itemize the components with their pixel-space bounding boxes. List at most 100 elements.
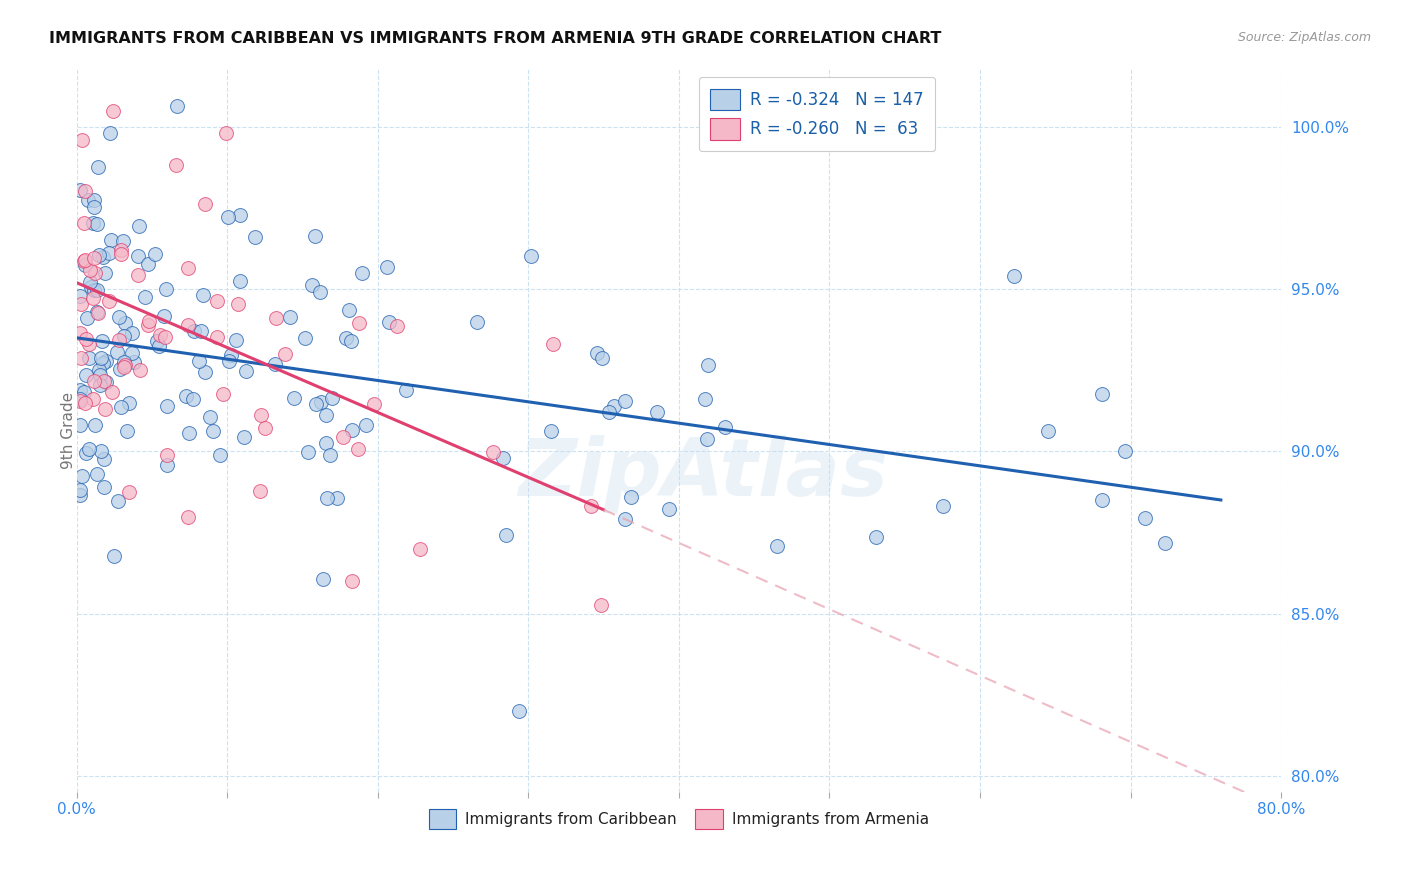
- Point: [209, 448, 232, 462]
- Point: [75, 332, 97, 346]
- Point: [177, 509, 200, 524]
- Point: [108, 333, 131, 347]
- Point: [69, 392, 91, 406]
- Point: [658, 501, 681, 516]
- Point: [591, 599, 613, 613]
- Point: [695, 392, 717, 406]
- Point: [219, 348, 242, 362]
- Point: [117, 424, 139, 438]
- Point: [89, 378, 111, 392]
- Point: [70, 133, 93, 147]
- Point: [395, 383, 418, 397]
- Point: [138, 313, 160, 327]
- Point: [375, 260, 398, 274]
- Point: [181, 392, 204, 406]
- Point: [297, 445, 319, 459]
- Point: [122, 355, 145, 369]
- Point: [79, 262, 101, 277]
- Point: [363, 397, 385, 411]
- Point: [145, 334, 167, 349]
- Text: ZipAtlas: ZipAtlas: [517, 434, 887, 513]
- Point: [319, 449, 342, 463]
- Point: [79, 351, 101, 365]
- Point: [112, 355, 135, 369]
- Point: [93, 402, 115, 417]
- Point: [94, 354, 117, 368]
- Point: [614, 394, 637, 409]
- Point: [378, 315, 401, 329]
- Point: [217, 210, 239, 224]
- Point: [155, 282, 177, 296]
- Point: [245, 230, 267, 244]
- Point: [614, 512, 637, 526]
- Point: [354, 417, 377, 432]
- Point: [156, 399, 179, 413]
- Point: [110, 246, 132, 260]
- Point: [541, 336, 564, 351]
- Point: [79, 275, 101, 289]
- Point: [1114, 444, 1136, 458]
- Point: [118, 484, 141, 499]
- Point: [153, 330, 176, 344]
- Point: [70, 468, 93, 483]
- Point: [91, 251, 114, 265]
- Point: [194, 196, 217, 211]
- Point: [232, 430, 254, 444]
- Point: [1133, 511, 1156, 525]
- Text: Source: ZipAtlas.com: Source: ZipAtlas.com: [1237, 31, 1371, 45]
- Point: [342, 423, 364, 437]
- Point: [86, 284, 108, 298]
- Point: [128, 219, 150, 233]
- Point: [110, 400, 132, 414]
- Point: [766, 539, 789, 553]
- Point: [103, 549, 125, 563]
- Point: [69, 183, 91, 197]
- Point: [332, 430, 354, 444]
- Point: [114, 359, 136, 373]
- Point: [86, 217, 108, 231]
- Point: [77, 194, 100, 208]
- Point: [83, 193, 105, 207]
- Point: [520, 249, 543, 263]
- Point: [127, 268, 149, 282]
- Point: [177, 318, 200, 332]
- Point: [321, 391, 343, 405]
- Point: [264, 310, 287, 325]
- Point: [264, 357, 287, 371]
- Point: [86, 305, 108, 319]
- Point: [129, 363, 152, 377]
- Point: [110, 243, 132, 257]
- Point: [249, 408, 271, 422]
- Point: [73, 184, 96, 198]
- Point: [118, 395, 141, 409]
- Point: [385, 318, 408, 333]
- Point: [301, 277, 323, 292]
- Point: [108, 310, 131, 324]
- Point: [315, 409, 337, 423]
- Point: [225, 334, 247, 348]
- Point: [1002, 269, 1025, 284]
- Point: [107, 493, 129, 508]
- Point: [598, 405, 620, 419]
- Point: [337, 302, 360, 317]
- Point: [249, 484, 271, 499]
- Point: [305, 397, 328, 411]
- Point: [76, 310, 98, 325]
- Point: [226, 297, 249, 311]
- Point: [177, 261, 200, 276]
- Point: [83, 200, 105, 214]
- Point: [69, 383, 91, 397]
- Point: [165, 158, 187, 172]
- Point: [70, 351, 93, 366]
- Point: [591, 351, 613, 365]
- Point: [645, 405, 668, 419]
- Point: [90, 351, 112, 365]
- Point: [166, 98, 188, 112]
- Point: [134, 290, 156, 304]
- Point: [229, 208, 252, 222]
- Point: [136, 257, 159, 271]
- Point: [187, 354, 209, 368]
- Point: [540, 425, 562, 439]
- Point: [1091, 493, 1114, 508]
- Point: [93, 374, 115, 388]
